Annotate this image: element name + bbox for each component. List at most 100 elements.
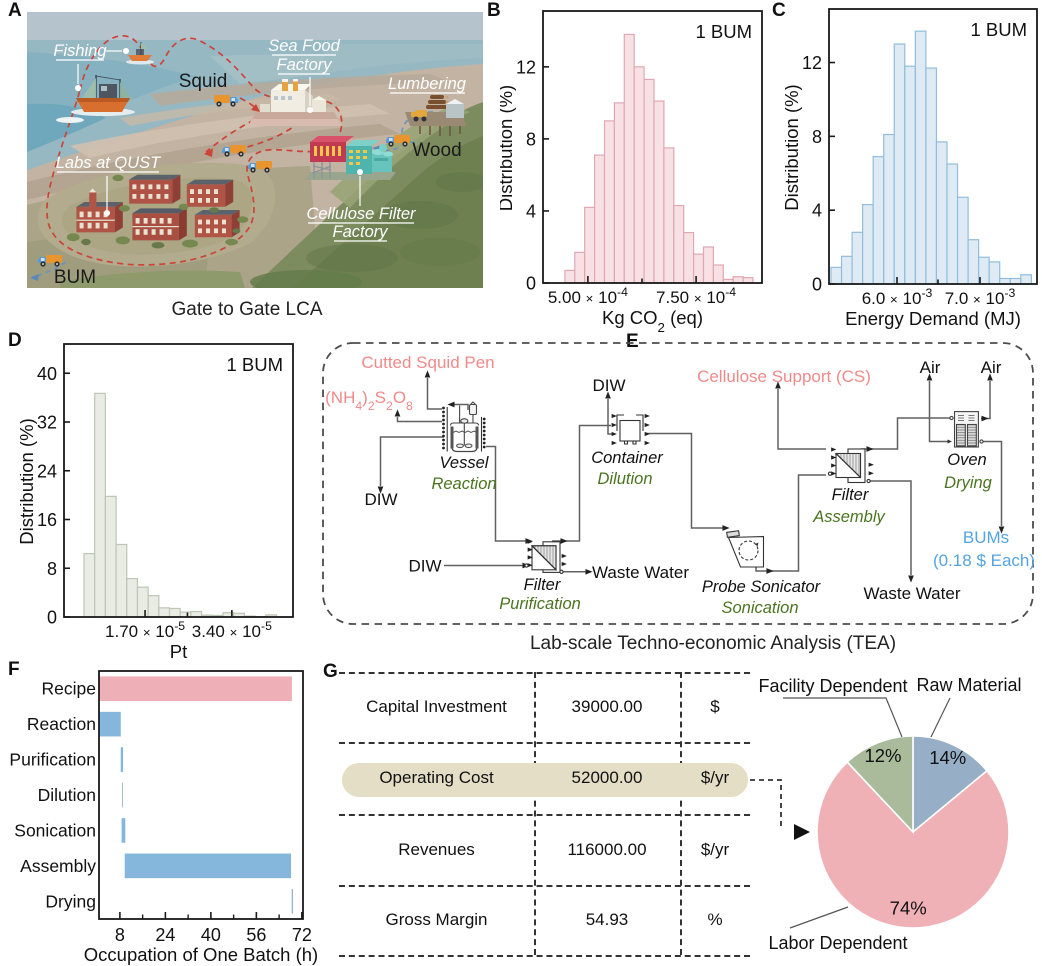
oven-icon bbox=[947, 411, 984, 448]
row-unit: $/yr bbox=[700, 839, 730, 859]
stream-waste-water-1: Waste Water bbox=[592, 563, 689, 582]
svg-text:8: 8 bbox=[526, 129, 536, 149]
svg-text:4: 4 bbox=[812, 201, 822, 221]
svg-text:Reaction: Reaction bbox=[27, 714, 96, 734]
unit-filter1: Filter bbox=[524, 576, 562, 594]
svg-text:Pt: Pt bbox=[170, 641, 187, 662]
svg-text:0: 0 bbox=[526, 274, 536, 294]
label-labs-at-qust: Labs at QUST bbox=[56, 154, 162, 172]
svg-text:16: 16 bbox=[37, 510, 57, 530]
svg-text:Recipe: Recipe bbox=[42, 679, 96, 699]
label-lumbering: Lumbering bbox=[388, 75, 467, 93]
pie-connector bbox=[750, 779, 810, 840]
stream-diw-2: DIW bbox=[408, 557, 441, 576]
truck-squid bbox=[214, 95, 238, 107]
svg-text:1.70 × 10-5: 1.70 × 10-5 bbox=[105, 619, 185, 641]
svg-text:40: 40 bbox=[201, 925, 221, 945]
truck-wood bbox=[386, 135, 410, 147]
label-sea-food-factory-1: Sea Food bbox=[268, 37, 340, 55]
label-cellulose-factory-1: Cellulose Filter bbox=[306, 205, 417, 223]
tea-summary-table: Capital Investment 39000.00 $ Operating Cos… bbox=[339, 672, 750, 957]
row-label: Gross Margin bbox=[385, 910, 488, 929]
svg-text:Distribution (%): Distribution (%) bbox=[500, 85, 516, 211]
feed-cellulose-support: Cellulose Support (CS) bbox=[697, 367, 871, 386]
svg-text:12: 12 bbox=[802, 53, 822, 73]
small-fishing-boat bbox=[126, 42, 154, 65]
row-value: 116000.00 bbox=[567, 839, 647, 859]
svg-text:Dilution: Dilution bbox=[38, 785, 96, 805]
histogram-co2: 0 4 8 12 5.00 × 10-4 7.50 × 10-4 Distribution … bbox=[500, 10, 763, 335]
row-label: Operating Cost bbox=[379, 768, 494, 787]
svg-text:12%: 12% bbox=[864, 745, 901, 766]
vessel-icon bbox=[442, 401, 486, 453]
bum-route-blue-dashed bbox=[31, 261, 67, 278]
panel-a-caption: Gate to Gate LCA bbox=[171, 299, 323, 320]
pie-label-facility: Facility Dependent bbox=[758, 676, 907, 696]
panel-label-f: F bbox=[8, 659, 20, 680]
svg-text:Kg CO2 (eq): Kg CO2 (eq) bbox=[602, 307, 703, 335]
svg-text:12: 12 bbox=[516, 57, 536, 77]
panel-label-g: G bbox=[323, 661, 338, 682]
unit-filter2: Filter bbox=[832, 486, 870, 504]
wood-route-blue-dashed bbox=[401, 111, 434, 144]
table-row-operating-cost: Operating Cost 52000.00 $/yr bbox=[339, 742, 750, 814]
row-unit: $ bbox=[710, 697, 720, 716]
row-unit: % bbox=[707, 910, 723, 929]
batch-occupation-chart: Recipe Reaction Purification Dilution Sonica… bbox=[9, 670, 318, 965]
histogram-energy: 0 4 8 12 6.0 × 10-3 7.0 × 10-3 Distribution (%… bbox=[785, 8, 1038, 329]
panel-e-caption: Lab-scale Techno-economic Analysis (TEA) bbox=[530, 633, 896, 654]
svg-text:40: 40 bbox=[37, 364, 57, 384]
stream-diw-3: DIW bbox=[592, 376, 625, 395]
table-row-revenues: Revenues 116000.00 $/yr bbox=[339, 814, 750, 885]
container-icon bbox=[611, 413, 650, 446]
svg-text:Assembly: Assembly bbox=[20, 856, 96, 876]
svg-text:7.50 × 10-4: 7.50 × 10-4 bbox=[656, 285, 736, 307]
stream-air-2: Air bbox=[981, 358, 1002, 377]
svg-text:8: 8 bbox=[812, 127, 822, 147]
connector-arrow bbox=[794, 824, 810, 840]
label-cellulose-factory-2: Factory bbox=[332, 223, 389, 241]
lab-building bbox=[76, 188, 123, 233]
row-label: Revenues bbox=[398, 839, 475, 859]
step-sonication: Sonication bbox=[721, 599, 798, 617]
row-label: Capital Investment bbox=[366, 697, 507, 716]
labs-campus bbox=[66, 174, 249, 249]
svg-text:24: 24 bbox=[155, 925, 175, 945]
pie-label-labor: Labor Dependent bbox=[768, 933, 907, 953]
svg-text:Energy Demand (MJ): Energy Demand (MJ) bbox=[845, 308, 1021, 329]
feed-squid-pen: Cutted Squid Pen bbox=[361, 353, 494, 372]
svg-text:7.0 × 10-3: 7.0 × 10-3 bbox=[945, 286, 1016, 308]
svg-text:14%: 14% bbox=[929, 747, 966, 768]
operating-cost-highlight bbox=[342, 763, 748, 797]
label-fishing: Fishing bbox=[53, 42, 107, 60]
svg-text:Drying: Drying bbox=[45, 891, 96, 911]
pie-leader-lines bbox=[783, 697, 951, 929]
svg-text:0: 0 bbox=[812, 275, 822, 295]
svg-text:72: 72 bbox=[292, 925, 312, 945]
histogram-pt: 0 8 16 24 32 40 1.70 × 10-5 3.40 × 10-5 Distribu… bbox=[20, 343, 294, 662]
loader-truck bbox=[411, 110, 427, 122]
feed-aps: (NH4)2S2O8 bbox=[325, 388, 413, 413]
row-value: 39000.00 bbox=[571, 697, 643, 716]
step-drying: Drying bbox=[944, 474, 993, 492]
filter1-icon bbox=[524, 539, 567, 574]
sea-food-factory bbox=[248, 79, 342, 126]
svg-text:1 BUM: 1 BUM bbox=[695, 21, 752, 42]
svg-text:Sonication: Sonication bbox=[14, 820, 96, 840]
svg-text:56: 56 bbox=[246, 925, 266, 945]
operating-cost-pie: 14% 74% 12% Facility Dependent Raw Materia… bbox=[750, 675, 1022, 953]
cellulose-filter-factory bbox=[306, 136, 396, 180]
svg-text:Purification: Purification bbox=[9, 750, 96, 770]
truck-mid-2 bbox=[248, 161, 272, 173]
label-wood: Wood bbox=[412, 140, 461, 161]
panel-label-d: D bbox=[8, 330, 22, 351]
table-row-capital-investment: Capital Investment 39000.00 $ bbox=[339, 672, 750, 742]
stream-air-1: Air bbox=[920, 358, 941, 377]
table-row-gross-margin: Gross Margin 54.93% bbox=[339, 885, 750, 955]
unit-container: Container bbox=[591, 449, 664, 467]
tea-flowsheet: Cutted Squid Pen (NH4)2S2O8 Cellulose Su… bbox=[322, 342, 1035, 654]
svg-text:1 BUM: 1 BUM bbox=[970, 19, 1027, 40]
svg-text:Occupation of One Batch (h): Occupation of One Batch (h) bbox=[84, 944, 318, 965]
step-dilution: Dilution bbox=[597, 470, 652, 488]
truck-bum bbox=[38, 255, 62, 267]
